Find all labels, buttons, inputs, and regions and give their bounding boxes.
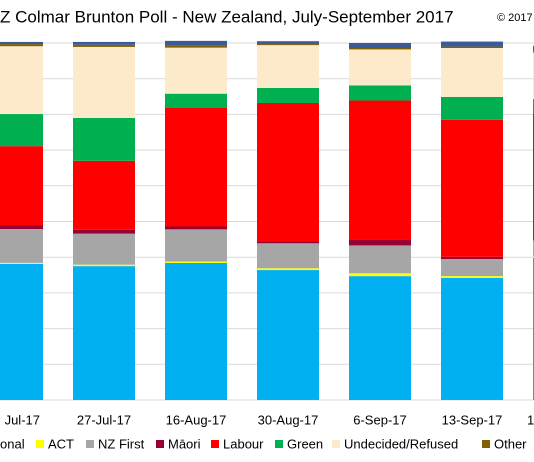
bar-segment (349, 239, 411, 246)
bar-segment (165, 261, 227, 263)
bar-segment (73, 41, 135, 45)
bar-segment (349, 43, 411, 48)
bar-segment (257, 87, 319, 103)
legend-swatch (332, 440, 340, 448)
chart-title: Z Colmar Brunton Poll - New Zealand, Jul… (0, 7, 454, 26)
legend-label: Other (494, 436, 527, 451)
bar-segment (349, 47, 411, 50)
legend-swatch (36, 440, 44, 448)
legend-label: ACT (48, 436, 74, 451)
bar-segment (441, 47, 503, 97)
bar-segment (165, 40, 227, 46)
x-tick-label: 27-Jul-17 (77, 412, 131, 427)
x-tick-label: 16-Aug-17 (166, 412, 227, 427)
bar-segment (441, 256, 503, 259)
bar-segment (73, 229, 135, 234)
x-tick-label: Jul-17 (5, 412, 40, 427)
bar-segment (257, 243, 319, 269)
bar-segment (349, 273, 411, 277)
legend-swatch (482, 440, 490, 448)
bar-segment (441, 119, 503, 257)
bar-segment (257, 241, 319, 244)
bar-segment (165, 47, 227, 94)
bar-segment (257, 268, 319, 271)
bar-segment (257, 270, 319, 400)
bar-segment (0, 228, 43, 263)
bar-segment (0, 225, 43, 229)
legend-label: onal (0, 436, 25, 451)
legend-swatch (211, 440, 219, 448)
bar-segment (441, 41, 503, 47)
bar-segment (441, 258, 503, 277)
bar-segment (73, 44, 135, 47)
bar-segment (257, 45, 319, 88)
legend-swatch (156, 440, 164, 448)
bar-segment (257, 44, 319, 46)
bar-segment (165, 262, 227, 400)
legend-label: Undecided/Refused (344, 436, 458, 451)
bar-segment (441, 276, 503, 278)
bar-segment (0, 44, 43, 47)
x-tick-label: 30-Aug-17 (258, 412, 319, 427)
bar-segment (73, 264, 135, 267)
bar-segment (0, 146, 43, 226)
bar-segment (349, 85, 411, 101)
bar-segment (349, 49, 411, 86)
bar-segment (0, 114, 43, 147)
bar-segment (257, 102, 319, 242)
bar-segment (73, 233, 135, 265)
bar-segment (73, 160, 135, 230)
bar-segment (73, 117, 135, 161)
legend-label: NZ First (98, 436, 145, 451)
bar-segment (441, 96, 503, 120)
bar-segment (73, 46, 135, 118)
bar-segment (165, 107, 227, 227)
bar-segment (0, 262, 43, 264)
bar-segment (165, 226, 227, 230)
bar-segment (0, 41, 43, 45)
bar-segment (349, 100, 411, 240)
bar-segment (441, 277, 503, 400)
legend-label: Māori (168, 436, 201, 451)
x-tick-label: 1 (527, 412, 534, 427)
bar-segment (349, 276, 411, 400)
legend-label: Labour (223, 436, 264, 451)
bar-segment (441, 46, 503, 48)
legend-swatch (275, 440, 283, 448)
bar-segment (0, 263, 43, 400)
legend-label: Green (287, 436, 323, 451)
copyright: © 2017 (497, 12, 533, 24)
bar-segment (73, 266, 135, 400)
bar-segment (165, 93, 227, 108)
bar-segment (165, 45, 227, 48)
bar-segment (257, 41, 319, 45)
legend-swatch (86, 440, 94, 448)
bar-segment (0, 46, 43, 115)
x-tick-label: 6-Sep-17 (353, 412, 406, 427)
x-tick-label: 13-Sep-17 (442, 412, 503, 427)
bar-segment (349, 245, 411, 274)
bar-segment (165, 229, 227, 262)
